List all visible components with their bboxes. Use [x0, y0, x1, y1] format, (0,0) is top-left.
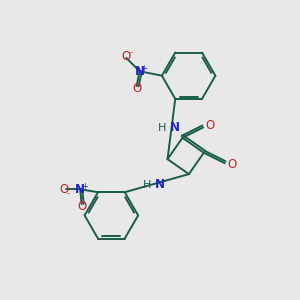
- Text: N: N: [170, 121, 180, 134]
- Text: N: N: [155, 178, 165, 191]
- Text: -: -: [130, 48, 133, 57]
- Text: O: O: [77, 200, 86, 213]
- Text: O: O: [132, 82, 141, 95]
- Text: H: H: [158, 122, 166, 133]
- Text: O: O: [206, 119, 215, 132]
- Text: O: O: [59, 183, 68, 196]
- Text: H: H: [143, 180, 152, 190]
- Text: O: O: [227, 158, 236, 171]
- Text: +: +: [82, 182, 88, 191]
- Text: O: O: [122, 50, 131, 63]
- Text: -: -: [67, 189, 70, 198]
- Text: +: +: [141, 64, 148, 73]
- Text: N: N: [135, 65, 145, 78]
- Text: N: N: [75, 183, 85, 196]
